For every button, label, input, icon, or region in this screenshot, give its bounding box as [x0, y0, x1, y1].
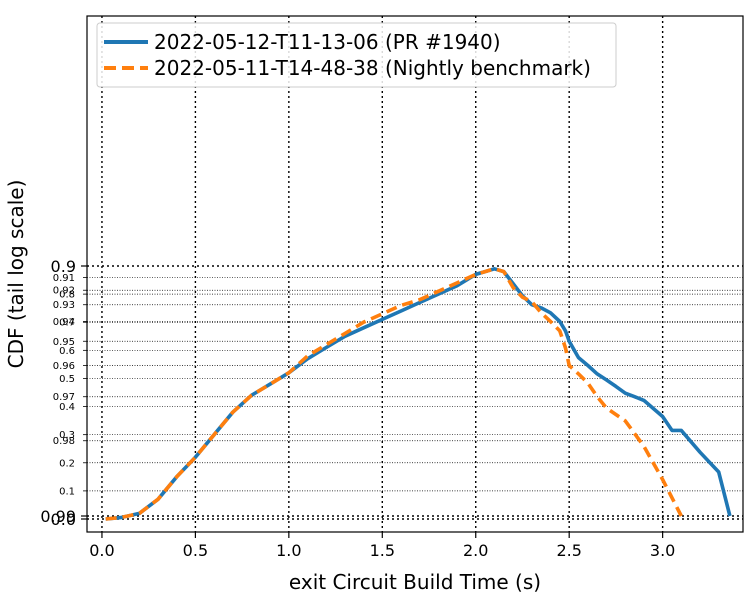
x-tick-label: 2.5 — [556, 541, 581, 560]
y-minor-tick-label: 0.7 — [59, 318, 75, 329]
y-minor-tick-label: 0.96 — [53, 361, 75, 372]
x-axis-label: exit Circuit Build Time (s) — [289, 570, 541, 594]
y-minor-tick-label: 0.91 — [53, 273, 75, 284]
y-minor-tick-label: 0.3 — [59, 430, 75, 441]
y-minor-tick-label: 0.94 — [53, 317, 75, 328]
x-tick-label: 3.0 — [650, 541, 675, 560]
y-axis-label: CDF (tail log scale) — [4, 180, 28, 369]
series-line-0 — [105, 266, 732, 521]
series-lines — [105, 266, 732, 521]
plot-frame — [86, 15, 744, 533]
y-major-tick-label: 0.99 — [40, 507, 76, 526]
series-line-1 — [105, 266, 683, 521]
legend-label-nightly: 2022-05-11-T14-48-38 (Nightly benchmark) — [154, 56, 591, 80]
y-minor-tick-label: 0.93 — [53, 300, 75, 311]
legend-label-pr: 2022-05-12-T11-13-06 (PR #1940) — [154, 30, 501, 54]
y-minor-tick-label: 0.4 — [59, 402, 75, 413]
x-tick-label: 2.0 — [463, 541, 488, 560]
grid-lines — [87, 16, 743, 532]
y-major-tick-label: 0.9 — [51, 257, 76, 276]
y-minor-tick-label: 0.98 — [53, 436, 75, 447]
y-minor-tick-label: 0.8 — [59, 290, 75, 301]
x-tick-label: 1.0 — [276, 541, 301, 560]
x-tick-label: 0.5 — [183, 541, 208, 560]
y-minor-tick-label: 0.1 — [59, 486, 75, 497]
axis-ticks: 0.0 0.5 1.0 1.5 2.0 2.5 3.00.10.20.30.40.50.60… — [40, 257, 675, 560]
y-minor-tick-label: 0.5 — [59, 374, 75, 385]
legend: 2022-05-12-T11-13-06 (PR #1940) 2022-05-… — [96, 22, 617, 88]
x-tick-label: 1.5 — [370, 541, 395, 560]
x-tick-label: 0.0 — [89, 541, 114, 560]
legend-box — [96, 22, 617, 88]
y-minor-tick-label: 0.92 — [53, 286, 75, 297]
y-minor-tick-label: 0.95 — [53, 337, 75, 348]
y-minor-tick-label: 0.97 — [53, 392, 75, 403]
y-minor-tick-label: 0.2 — [59, 458, 75, 469]
y-major-tick-label: 0.0 — [51, 510, 76, 529]
y-minor-tick-label: 0.6 — [59, 346, 75, 357]
